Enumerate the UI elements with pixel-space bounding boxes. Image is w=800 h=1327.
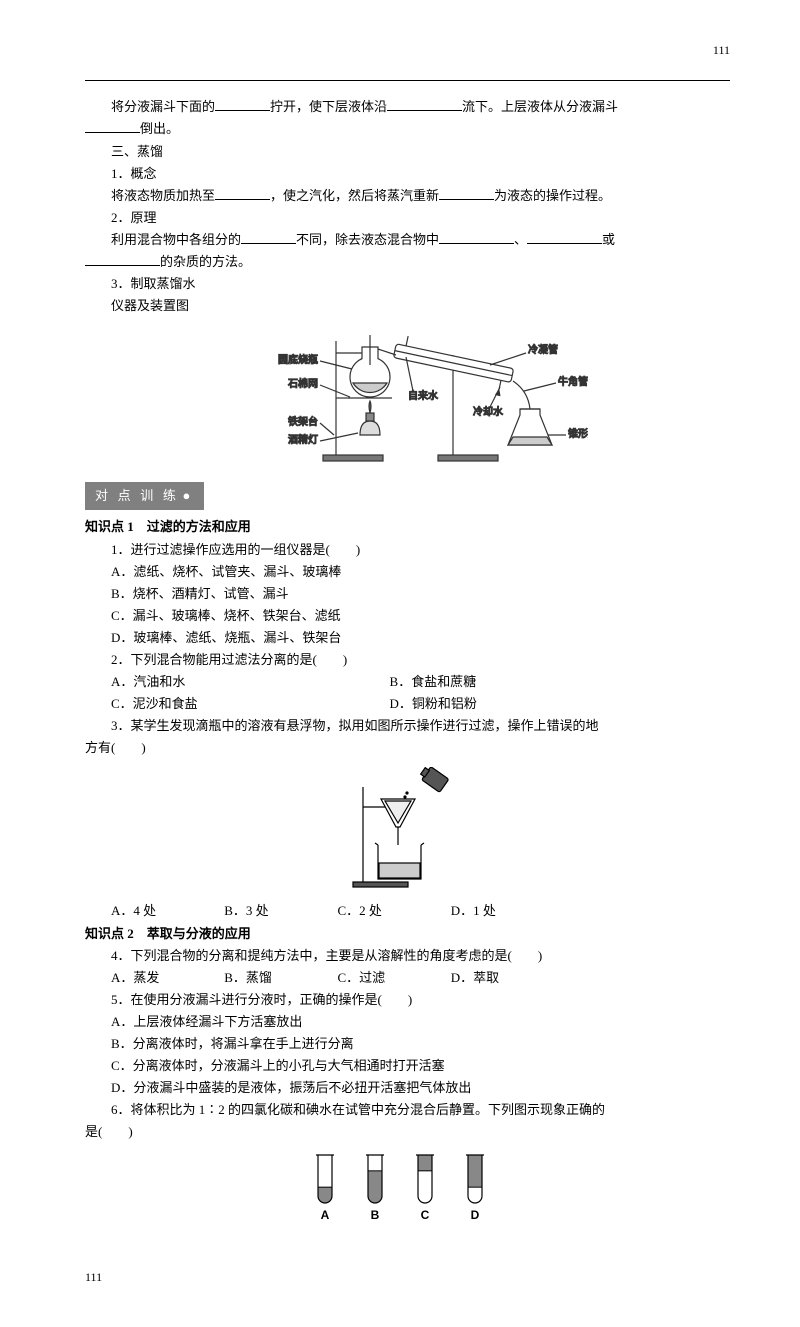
q2-d: D．铜粉和铝粉 (390, 693, 669, 715)
section-badge: 对 点 训 练 ● (85, 482, 204, 510)
top-rule (85, 80, 730, 81)
q4-c: C．过滤 (338, 967, 418, 989)
filter-diagram (85, 767, 730, 892)
q3b: 方有( ) (85, 737, 730, 759)
p3-sub: 仪器及装置图 (85, 295, 730, 317)
q6a: 6．将体积比为 1∶2 的四氯化碳和碘水在试管中充分混合后静置。下列图示现象正确… (85, 1099, 730, 1121)
text: 不同，除去液态混合物中 (296, 232, 439, 247)
svg-text:牛角管: 牛角管 (558, 375, 588, 388)
q1-d: D．玻璃棒、滤纸、烧瓶、漏斗、铁架台 (85, 627, 730, 649)
blank (241, 231, 296, 244)
p1-title: 1．概念 (85, 163, 730, 185)
page-number-top: 111 (85, 40, 730, 60)
q5-c: C．分离液体时，分液漏斗上的小孔与大气相通时打开活塞 (85, 1055, 730, 1077)
q4-opts: A．蒸发 B．蒸馏 C．过滤 D．萃取 (85, 967, 730, 989)
svg-text:冷凝管: 冷凝管 (528, 343, 558, 356)
svg-text:B: B (370, 1208, 379, 1222)
q5-d: D．分液漏斗中盛装的是液体，振荡后不必扭开活塞把气体放出 (85, 1077, 730, 1099)
sec3-title: 三、蒸馏 (85, 141, 730, 163)
blank (439, 231, 514, 244)
text: 、 (514, 232, 527, 247)
badge-dot-icon: ● (179, 488, 190, 503)
q3a: 3．某学生发现滴瓶中的溶液有悬浮物，拟用如图所示操作进行过滤，操作上错误的地 (85, 715, 730, 737)
svg-text:D: D (470, 1208, 479, 1222)
q2-b: B．食盐和蔗糖 (390, 671, 669, 693)
q5-a: A．上层液体经漏斗下方活塞放出 (85, 1011, 730, 1033)
q3-opts: A．4 处 B．3 处 C．2 处 D．1 处 (85, 900, 730, 922)
q3-c: C．2 处 (338, 900, 418, 922)
blank (439, 187, 494, 200)
q3-b: B．3 处 (224, 900, 304, 922)
text: 拧开，使下层液体沿 (270, 99, 387, 114)
p2-body: 利用混合物中各组分的 不同，除去液态混合物中 、 或 (85, 229, 730, 251)
text: 流下。上层液体从分液漏斗 (462, 99, 618, 114)
q1: 1．进行过滤操作应选用的一组仪器是( ) (85, 539, 730, 561)
text: 或 (602, 232, 615, 247)
q4-b: B．蒸馏 (224, 967, 304, 989)
text: 倒出。 (140, 121, 179, 136)
p3-title: 3．制取蒸馏水 (85, 273, 730, 295)
svg-text:酒精灯: 酒精灯 (288, 433, 318, 446)
q2-a: A．汽油和水 (111, 671, 390, 693)
svg-text:冷却水: 冷却水 (473, 405, 503, 418)
p2-title: 2．原理 (85, 207, 730, 229)
q5: 5．在使用分液漏斗进行分液时，正确的操作是( ) (85, 989, 730, 1011)
q1-a: A．滤纸、烧杯、试管夹、漏斗、玻璃棒 (85, 561, 730, 583)
q1-b: B．烧杯、酒精灯、试管、漏斗 (85, 583, 730, 605)
svg-text:C: C (420, 1208, 429, 1222)
q6b: 是( ) (85, 1121, 730, 1143)
text: 利用混合物中各组分的 (111, 232, 241, 247)
blank (85, 253, 160, 266)
blank (527, 231, 602, 244)
page-number-bottom: 111 (85, 1267, 730, 1287)
test-tubes-diagram: A B C D (85, 1149, 730, 1236)
q4-a: A．蒸发 (111, 967, 191, 989)
svg-text:石棉网: 石棉网 (288, 377, 318, 390)
q3-d: D．1 处 (451, 900, 531, 922)
svg-text:圆底烧瓶: 圆底烧瓶 (278, 353, 318, 366)
q5-b: B．分离液体时，将漏斗拿在手上进行分离 (85, 1033, 730, 1055)
distillation-diagram: 圆底烧瓶 石棉网 铁架台 酒精灯 自来水 冷凝管 冷却水 牛角管 锥形瓶 (85, 325, 730, 470)
blank (85, 120, 140, 133)
q2: 2．下列混合物能用过滤法分离的是( ) (85, 649, 730, 671)
q2-opts2: C．泥沙和食盐D．铜粉和铝粉 (85, 693, 730, 715)
kp2-title: 知识点 2 萃取与分液的应用 (85, 923, 730, 945)
intro-line2: 倒出。 (85, 118, 730, 140)
p1-body: 将液态物质加热至 ，使之汽化，然后将蒸汽重新 为液态的操作过程。 (85, 185, 730, 207)
q1-c: C．漏斗、玻璃棒、烧杯、铁架台、滤纸 (85, 605, 730, 627)
blank (387, 98, 462, 111)
blank (215, 98, 270, 111)
q2-opts: A．汽油和水B．食盐和蔗糖 (85, 671, 730, 693)
p2-body-2: 的杂质的方法。 (85, 251, 730, 273)
blank (215, 187, 270, 200)
intro-line1: 将分液漏斗下面的 拧开，使下层液体沿 流下。上层液体从分液漏斗 (85, 96, 730, 118)
q4-d: D．萃取 (451, 967, 531, 989)
svg-text:锥形瓶: 锥形瓶 (568, 427, 588, 440)
q4: 4．下列混合物的分离和提纯方法中，主要是从溶解性的角度考虑的是( ) (85, 945, 730, 967)
q3-a: A．4 处 (111, 900, 191, 922)
q2-c: C．泥沙和食盐 (111, 693, 390, 715)
kp1-title: 知识点 1 过滤的方法和应用 (85, 516, 730, 538)
text: 的杂质的方法。 (160, 254, 251, 269)
text: 将液态物质加热至 (111, 188, 215, 203)
svg-text:A: A (320, 1208, 329, 1222)
svg-text:铁架台: 铁架台 (288, 415, 318, 428)
badge-text: 对 点 训 练 (95, 488, 179, 503)
text: 为液态的操作过程。 (494, 188, 611, 203)
text: ，使之汽化，然后将蒸汽重新 (270, 188, 439, 203)
text: 将分液漏斗下面的 (111, 99, 215, 114)
